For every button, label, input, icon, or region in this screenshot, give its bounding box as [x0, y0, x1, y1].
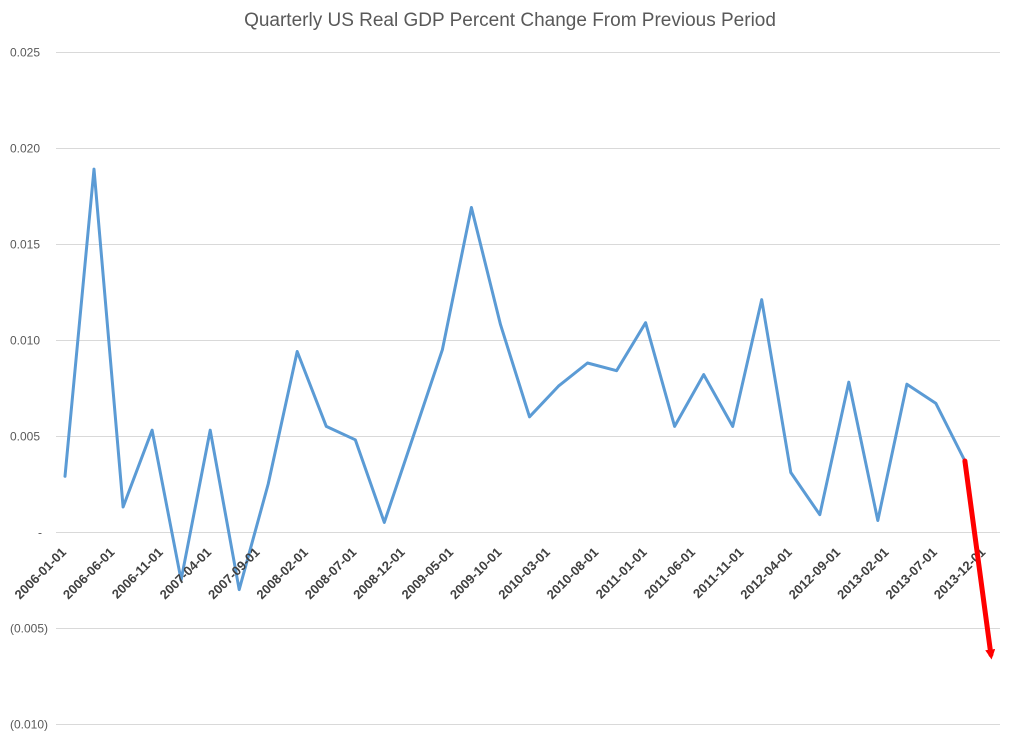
data-point — [644, 321, 647, 324]
data-point — [905, 383, 909, 386]
data-point — [499, 323, 502, 326]
data-point — [209, 429, 212, 432]
data-point — [412, 434, 415, 438]
x-tick-label: 2006-06-01 — [60, 545, 118, 603]
x-tick-label: 2010-08-01 — [544, 545, 602, 603]
data-point — [760, 298, 763, 301]
y-tick-label: 0.020 — [10, 142, 40, 156]
data-point — [325, 425, 328, 428]
x-tick-label: 2011-01-01 — [593, 545, 650, 602]
data-point — [586, 361, 589, 365]
series-line — [63, 167, 967, 592]
data-point — [92, 167, 96, 171]
gridlines — [56, 52, 1000, 725]
series-layer — [63, 167, 967, 592]
data-point — [470, 206, 473, 209]
y-tick-label: (0.010) — [10, 718, 48, 732]
y-tick-label: 0.010 — [10, 334, 40, 348]
data-point — [121, 505, 125, 509]
x-tick-label: 2011-06-01 — [641, 545, 698, 602]
data-point — [673, 425, 676, 428]
y-tick-label: (0.005) — [10, 622, 48, 636]
data-point — [354, 438, 357, 441]
y-axis-tick-labels: 0.025 0.020 0.015 0.010 0.005 - (0.005) (0.010) — [10, 46, 48, 732]
annotation-layer — [962, 458, 996, 660]
y-tick-label: 0.015 — [10, 238, 40, 252]
data-point — [876, 519, 879, 522]
data-point — [818, 513, 821, 516]
y-tick-label: 0.025 — [10, 46, 40, 60]
data-point — [789, 471, 792, 474]
data-point — [179, 578, 183, 582]
data-point — [150, 429, 154, 432]
data-point — [296, 350, 299, 353]
x-axis-tick-labels: 2006-01-012006-06-012006-11-012007-04-01… — [11, 545, 988, 603]
data-point — [847, 381, 850, 384]
data-point — [63, 475, 67, 478]
data-point — [731, 425, 734, 428]
data-point — [383, 521, 386, 524]
data-point — [557, 384, 560, 388]
data-point — [934, 402, 938, 405]
red-arrow-annotation — [962, 458, 996, 660]
data-point — [615, 369, 618, 372]
data-point — [528, 415, 531, 418]
y-tick-label: - — [38, 526, 42, 540]
chart-title: Quarterly US Real GDP Percent Change Fro… — [244, 10, 776, 31]
y-tick-label: 0.005 — [10, 430, 40, 444]
data-point — [441, 348, 444, 351]
data-point — [238, 588, 241, 591]
data-point — [267, 482, 270, 486]
data-point — [702, 373, 705, 376]
